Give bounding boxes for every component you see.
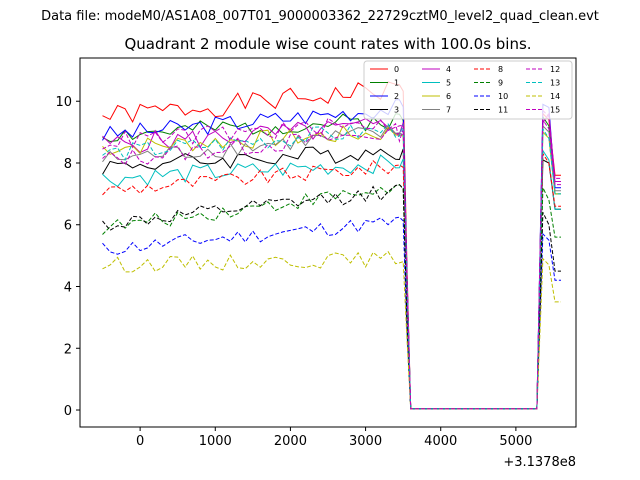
legend-label: 1 — [394, 79, 399, 88]
legend-label: 8 — [498, 65, 503, 74]
legend-label: 5 — [446, 79, 451, 88]
legend-box — [363, 60, 573, 120]
series-line-4 — [102, 112, 561, 410]
series-line-10 — [102, 216, 561, 410]
series-line-5 — [102, 148, 561, 410]
x-offset-label: +3.1378e8 — [503, 455, 576, 470]
series-line-15 — [102, 109, 561, 410]
figure-suptitle: Data file: modeM0/AS1A08_007T01_90000033… — [41, 9, 599, 24]
legend-label: 6 — [446, 92, 451, 101]
y-tick-label: 2 — [64, 342, 72, 357]
x-tick-label: 2000 — [274, 434, 307, 449]
y-tick-label: 10 — [55, 95, 72, 110]
legend-label: 4 — [446, 65, 451, 74]
series-line-13 — [102, 123, 561, 410]
x-tick-label: 3000 — [349, 434, 382, 449]
series-line-0 — [102, 81, 561, 410]
legend-label: 3 — [394, 106, 399, 115]
series-line-3 — [102, 146, 561, 410]
x-tick-label: 5000 — [499, 434, 532, 449]
y-tick-label: 8 — [64, 157, 72, 172]
legend-label: 13 — [550, 79, 560, 88]
legend-label: 12 — [550, 65, 560, 74]
axes-frame — [79, 57, 577, 428]
x-tick-label: 1000 — [199, 434, 232, 449]
series-line-8 — [102, 152, 561, 410]
series-line-7 — [102, 124, 561, 410]
chart-title: Quadrant 2 module wise count rates with … — [124, 35, 531, 53]
legend-label: 14 — [550, 92, 560, 101]
plot-area — [102, 81, 561, 410]
y-tick-label: 4 — [64, 281, 72, 296]
legend-label: 15 — [550, 106, 560, 115]
x-tick-label: 4000 — [424, 434, 457, 449]
y-tick-label: 6 — [64, 219, 72, 234]
legend-label: 11 — [498, 106, 508, 115]
axis-ticks: 0 1000 2000 3000 4000 5000 0 2 4 6 8 10 — [55, 95, 532, 449]
series-line-12 — [102, 118, 561, 410]
legend-label: 9 — [498, 79, 503, 88]
legend-label: 2 — [394, 92, 399, 101]
series-line-14 — [102, 250, 561, 410]
series-line-6 — [102, 125, 561, 410]
legend-label: 0 — [394, 65, 399, 74]
series-line-11 — [102, 184, 561, 410]
legend-label: 10 — [498, 92, 508, 101]
legend-label: 7 — [446, 106, 451, 115]
series-line-1 — [102, 113, 561, 410]
y-tick-label: 0 — [64, 404, 72, 419]
x-tick-label: 0 — [136, 434, 144, 449]
series-line-9 — [102, 184, 561, 410]
